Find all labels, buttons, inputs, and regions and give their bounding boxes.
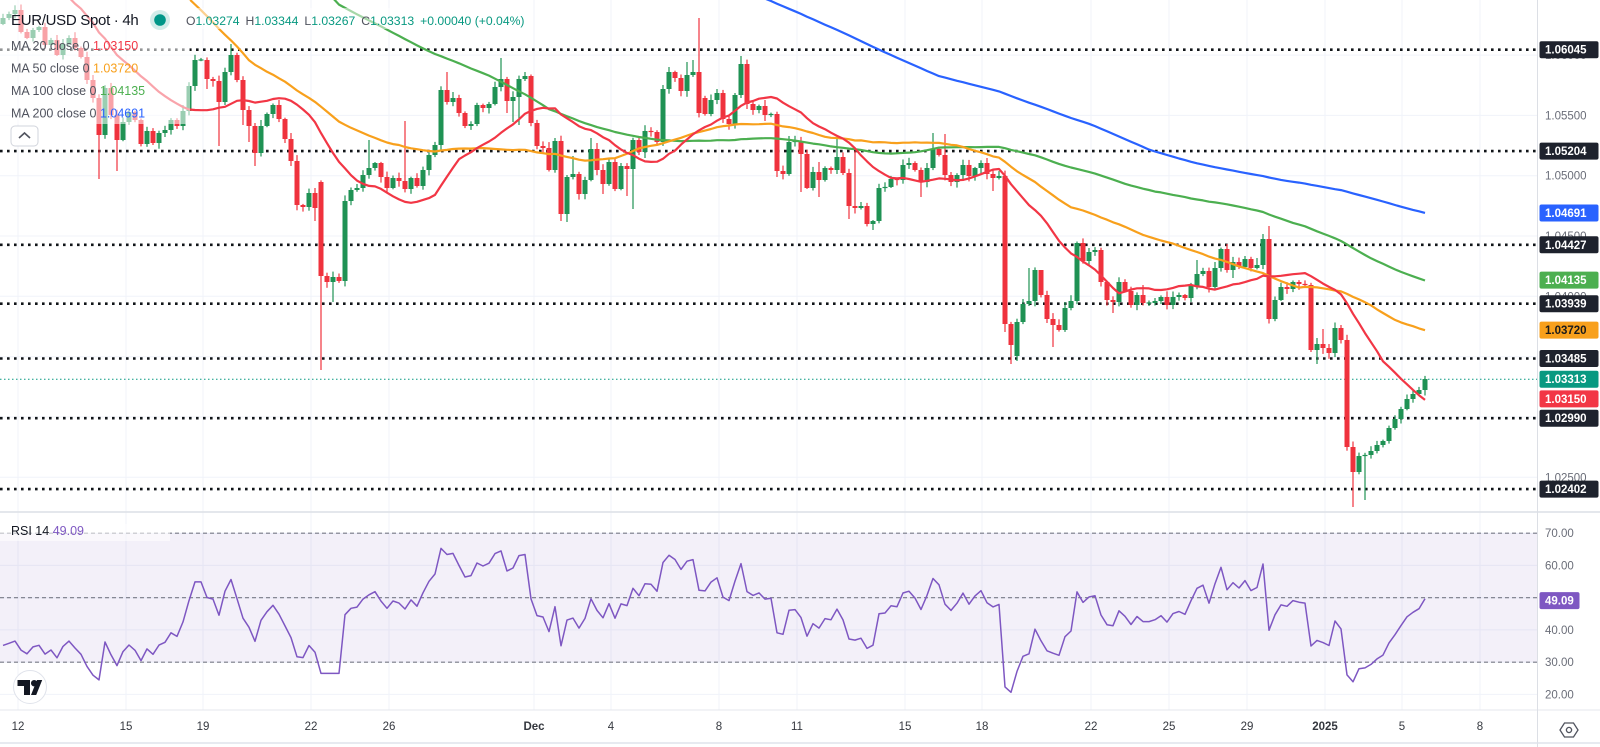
svg-text:4: 4 <box>608 721 615 733</box>
svg-text:MA 20 close 0 1.03150: MA 20 close 0 1.03150 <box>11 39 138 53</box>
svg-text:EUR/USD Spot · 4h: EUR/USD Spot · 4h <box>11 12 138 29</box>
svg-text:1.06045: 1.06045 <box>1545 45 1587 57</box>
svg-text:1.03313: 1.03313 <box>1545 374 1587 386</box>
svg-text:MA 100 close 0 1.04135: MA 100 close 0 1.04135 <box>11 84 145 98</box>
svg-text:22: 22 <box>305 721 318 733</box>
svg-text:RSI 14 49.09: RSI 14 49.09 <box>11 524 84 538</box>
svg-text:1.03720: 1.03720 <box>1545 325 1587 337</box>
svg-text:60.00: 60.00 <box>1545 560 1574 572</box>
svg-text:1.04135: 1.04135 <box>1545 275 1587 287</box>
svg-text:70.00: 70.00 <box>1545 528 1574 540</box>
svg-text:49.09: 49.09 <box>1545 596 1574 608</box>
svg-text:11: 11 <box>791 721 803 733</box>
svg-text:Dec: Dec <box>523 721 545 733</box>
svg-text:1.02990: 1.02990 <box>1545 413 1587 425</box>
svg-text:25: 25 <box>1163 721 1176 733</box>
svg-text:1.05500: 1.05500 <box>1545 110 1587 122</box>
svg-text:40.00: 40.00 <box>1545 625 1574 637</box>
svg-text:2025: 2025 <box>1312 721 1338 733</box>
svg-text:18: 18 <box>976 721 989 733</box>
svg-text:1.04427: 1.04427 <box>1545 240 1587 252</box>
svg-text:MA 50 close 0 1.03720: MA 50 close 0 1.03720 <box>11 62 138 76</box>
svg-text:1.02402: 1.02402 <box>1545 484 1587 496</box>
svg-text:19: 19 <box>197 721 210 733</box>
svg-text:MA 200 close 0 1.04691: MA 200 close 0 1.04691 <box>11 107 145 121</box>
svg-text:1.04691: 1.04691 <box>1545 208 1587 220</box>
svg-text:1.03150: 1.03150 <box>1545 394 1587 406</box>
svg-text:5: 5 <box>1399 721 1405 733</box>
svg-text:1.03485: 1.03485 <box>1545 354 1587 366</box>
svg-text:22: 22 <box>1085 721 1098 733</box>
svg-text:26: 26 <box>383 721 396 733</box>
svg-text:12: 12 <box>12 721 25 733</box>
svg-text:1.03939: 1.03939 <box>1545 299 1587 311</box>
svg-text:1.05000: 1.05000 <box>1545 171 1587 183</box>
svg-text:8: 8 <box>1477 721 1483 733</box>
svg-text:30.00: 30.00 <box>1545 657 1574 669</box>
svg-text:8: 8 <box>716 721 722 733</box>
svg-text:15: 15 <box>899 721 912 733</box>
svg-text:1.05204: 1.05204 <box>1545 146 1587 158</box>
svg-text:15: 15 <box>120 721 133 733</box>
svg-text:20.00: 20.00 <box>1545 689 1574 701</box>
svg-text:29: 29 <box>1241 721 1254 733</box>
